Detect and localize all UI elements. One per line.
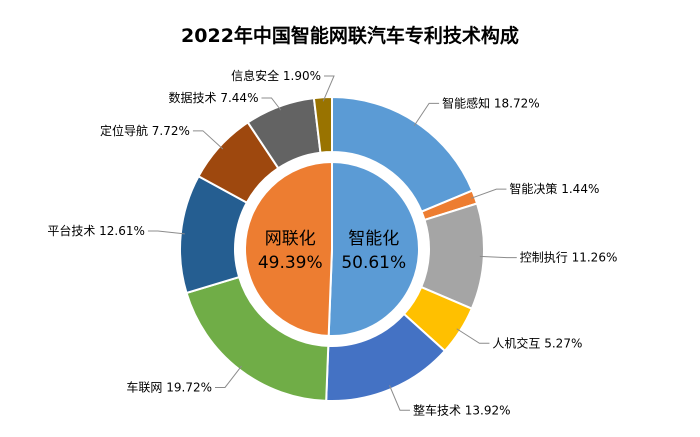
leader-lines [147,75,517,411]
leader-line-2 [479,255,517,259]
outer-label-6: 平台技术 12.61% [47,223,145,238]
leader-line-6 [147,230,185,235]
slice-labels: 智能感知 18.72% 智能决策 1.44% 控制执行 11.26% 人机交互 5.2… [47,68,617,417]
outer-ring [179,95,485,402]
outer-label-4: 整车技术 13.92% [413,402,511,417]
outer-label-1: 智能决策 1.44% [509,181,599,196]
outer-label-2: 控制执行 11.26% [520,251,618,265]
outer-label-9: 信息安全 1.90% [231,68,321,83]
outer-label-5: 车联网 19.72% [126,379,212,394]
inner-pie [244,160,420,337]
inner-label-value-1: 49.39% [258,253,323,273]
inner-slice-1 [244,160,333,337]
leader-line-4 [389,385,410,411]
chart-title: 2022年中国智能网联汽车专利技术构成 [181,24,519,47]
outer-label-8: 数据技术 7.44% [169,90,259,105]
inner-label-name-0: 智能化 [348,229,399,249]
leader-line-5 [215,365,242,388]
outer-slice-9 [312,95,333,154]
outer-label-7: 定位导航 7.72% [100,123,190,138]
leader-line-1 [470,188,507,199]
leader-line-0 [413,102,440,127]
inner-label-value-0: 50.61% [341,253,406,273]
outer-label-0: 智能感知 18.72% [442,95,540,110]
leader-line-9 [322,75,335,102]
center-labels: 智能化 50.61% 网联化 49.39% [258,229,406,273]
outer-label-3: 人机交互 5.27% [492,335,582,350]
leader-line-3 [456,328,490,344]
leader-line-7 [192,130,224,150]
inner-slice-0 [327,160,420,337]
leader-line-8 [261,97,282,111]
inner-label-name-1: 网联化 [265,229,316,249]
